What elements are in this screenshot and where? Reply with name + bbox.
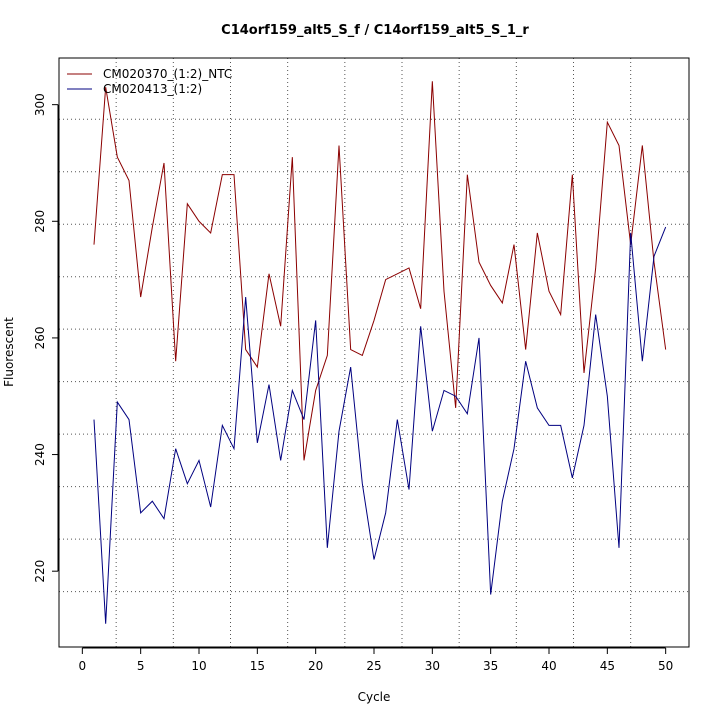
x-tick-label: 20 bbox=[308, 659, 323, 673]
y-tick-label: 260 bbox=[33, 326, 47, 349]
x-tick-label: 50 bbox=[658, 659, 673, 673]
y-tick-label: 240 bbox=[33, 443, 47, 466]
plot-frame bbox=[58, 57, 690, 648]
legend-label-2: CM020413_(1:2) bbox=[103, 82, 202, 96]
x-tick-label: 0 bbox=[79, 659, 87, 673]
x-tick-label: 45 bbox=[600, 659, 615, 673]
x-tick-label: 5 bbox=[137, 659, 145, 673]
y-tick-label: 300 bbox=[33, 93, 47, 116]
legend-label-1: CM020370_(1:2)_NTC bbox=[103, 67, 232, 81]
x-tick-label: 15 bbox=[250, 659, 265, 673]
x-tick-label: 40 bbox=[541, 659, 556, 673]
series-layer bbox=[93, 81, 667, 624]
chart-title: C14orf159_alt5_S_f / C14orf159_alt5_S_1_… bbox=[221, 23, 529, 38]
y-tick-label: 220 bbox=[33, 560, 47, 583]
series-line-1 bbox=[93, 81, 667, 461]
x-tick-label: 10 bbox=[191, 659, 206, 673]
y-tick-label: 280 bbox=[33, 210, 47, 233]
y-axis-label: Fluorescent bbox=[2, 317, 16, 387]
x-tick-label: 30 bbox=[425, 659, 440, 673]
x-tick-label: 35 bbox=[483, 659, 498, 673]
x-tick-label: 25 bbox=[366, 659, 381, 673]
x-axis-label: Cycle bbox=[358, 690, 391, 704]
series-line-2 bbox=[93, 226, 667, 624]
y-axis: 220 240 260 280 300 bbox=[33, 93, 59, 583]
grid bbox=[59, 58, 689, 647]
x-axis: 0 5 10 15 20 25 30 35 40 45 50 bbox=[79, 647, 673, 673]
